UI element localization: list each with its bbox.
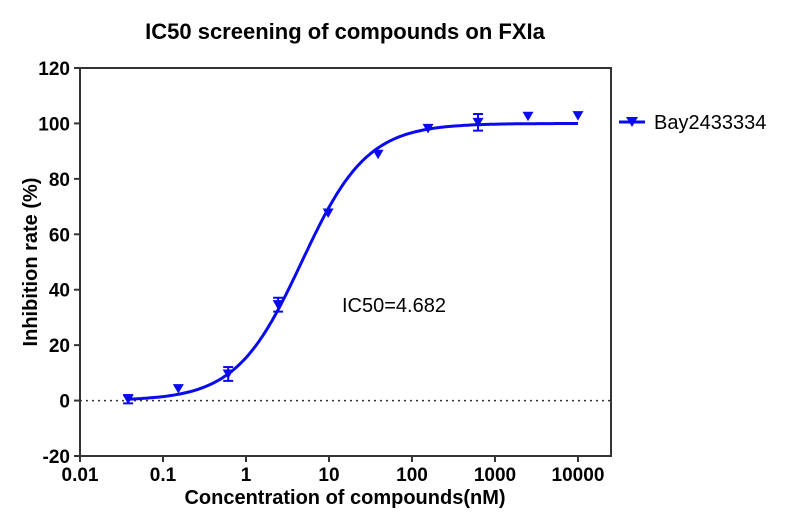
legend-marker (626, 117, 638, 127)
x-tick-label: 0.1 (150, 465, 177, 486)
data-point (122, 394, 134, 405)
legend: Bay2433334 (619, 112, 766, 134)
data-point (472, 117, 484, 128)
y-tick-label: 0 (59, 392, 70, 413)
plot-frame (79, 67, 612, 457)
fit-curve (128, 122, 578, 401)
data-point (222, 369, 234, 379)
data-point (522, 111, 534, 122)
data-point (372, 149, 384, 160)
x-tick-label: 10 (318, 465, 339, 486)
y-tick-label: 120 (38, 59, 70, 80)
x-tick-label: 10000 (552, 465, 605, 486)
y-tick-label: 60 (49, 225, 70, 246)
data-point (272, 300, 284, 310)
y-tick-label: 80 (49, 170, 70, 191)
chart-title: IC50 screening of compounds on FXIa (145, 19, 545, 44)
data-point (322, 208, 334, 218)
x-tick-label: 1000 (474, 465, 516, 486)
legend-label: Bay2433334 (654, 112, 766, 134)
ic50-annotation: IC50=4.682 (342, 295, 446, 317)
data-point (422, 123, 434, 134)
y-tick-label: -20 (43, 447, 70, 468)
x-axis-label: Concentration of compounds(nM) (184, 487, 505, 509)
y-tick-label: 20 (49, 336, 70, 357)
data-point (572, 111, 584, 121)
y-tick-label: 40 (49, 281, 70, 302)
y-tick-label: 100 (38, 114, 70, 135)
x-tick-label: 1 (241, 465, 252, 486)
x-tick-label: 100 (396, 465, 428, 486)
y-axis-label: Inhibition rate (%) (20, 178, 42, 347)
data-point (172, 384, 184, 394)
x-tick-label: 0.01 (62, 465, 99, 486)
